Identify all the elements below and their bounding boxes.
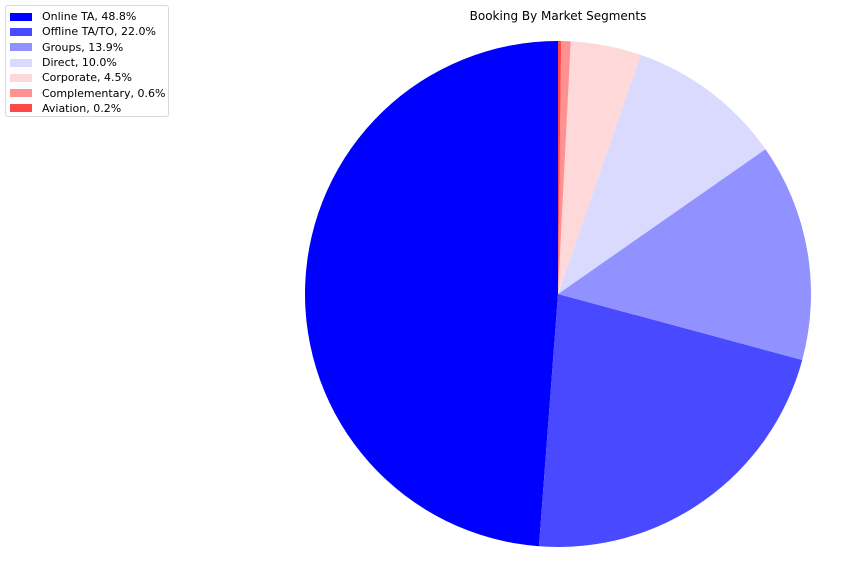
pie-slice-online-ta xyxy=(304,41,558,547)
legend-item: Direct, 10.0% xyxy=(6,55,168,70)
legend-item: Groups, 13.9% xyxy=(6,40,168,55)
legend-swatch xyxy=(10,27,32,36)
legend-swatch xyxy=(10,73,32,82)
pie-slice-offline-ta-to xyxy=(538,294,803,547)
pie-slice-complementary xyxy=(558,41,571,295)
legend-item: Complementary, 0.6% xyxy=(6,85,168,100)
legend-swatch xyxy=(10,58,32,67)
legend-label: Online TA, 48.8% xyxy=(42,10,137,24)
legend: Online TA, 48.8% Offline TA/TO, 22.0% Grou… xyxy=(5,5,169,117)
legend-item: Online TA, 48.8% xyxy=(6,9,168,24)
legend-item: Corporate, 4.5% xyxy=(6,70,168,85)
chart-title: Booking By Market Segments xyxy=(469,9,647,23)
legend-label: Groups, 13.9% xyxy=(42,40,124,54)
legend-item: Offline TA/TO, 22.0% xyxy=(6,24,168,39)
pie-slice-direct xyxy=(558,54,766,294)
legend-label: Offline TA/TO, 22.0% xyxy=(42,25,156,39)
legend-swatch xyxy=(10,12,32,21)
legend-label: Aviation, 0.2% xyxy=(42,101,122,115)
legend-label: Complementary, 0.6% xyxy=(42,86,166,100)
pie-slice-corporate xyxy=(558,41,641,294)
legend-swatch xyxy=(10,104,32,113)
pie-slice-aviation xyxy=(558,41,562,294)
legend-label: Direct, 10.0% xyxy=(42,56,117,70)
legend-swatch xyxy=(10,43,32,52)
legend-label: Corporate, 4.5% xyxy=(42,71,132,85)
pie-slice-groups xyxy=(558,149,812,360)
legend-swatch xyxy=(10,89,32,98)
legend-item: Aviation, 0.2% xyxy=(6,101,168,116)
